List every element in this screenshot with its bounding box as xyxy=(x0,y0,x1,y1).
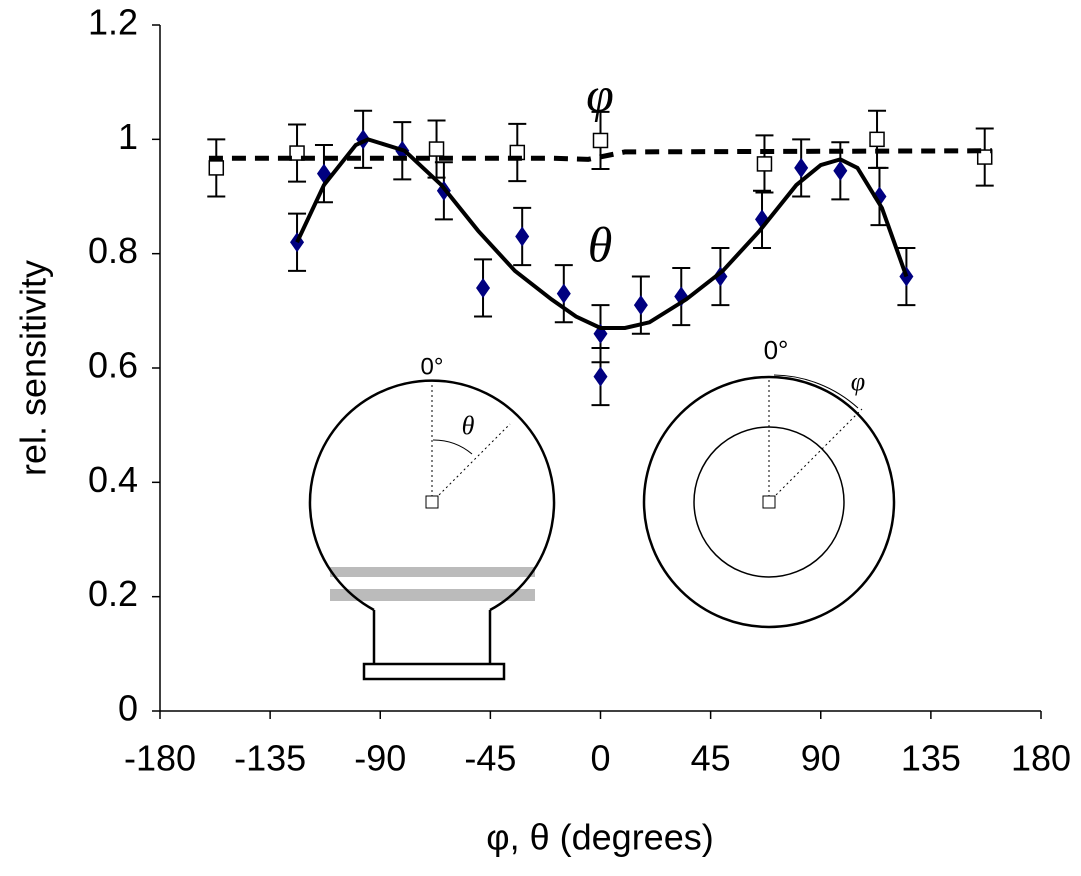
axis-line xyxy=(768,408,863,503)
annotation: 0° xyxy=(421,353,444,380)
x-tick-label: 180 xyxy=(1011,738,1071,779)
data-point xyxy=(869,131,885,148)
data-point xyxy=(593,366,608,387)
x-tick-label: 135 xyxy=(901,738,961,779)
axis-line xyxy=(431,423,511,503)
angle-arc xyxy=(432,439,473,455)
annotation: φ xyxy=(851,367,865,396)
x-tick-label: -180 xyxy=(124,738,196,779)
annotation: φ xyxy=(586,66,614,122)
angle-arc xyxy=(773,374,859,409)
band xyxy=(330,589,535,601)
x-tick-label: 90 xyxy=(801,738,841,779)
y-tick-label: 0.8 xyxy=(88,230,138,271)
x-tick-label: 45 xyxy=(691,738,731,779)
bulb xyxy=(308,379,556,612)
base xyxy=(362,662,506,681)
data-point xyxy=(592,132,609,149)
data-point xyxy=(976,149,993,165)
y-tick-label: 0.4 xyxy=(88,459,138,500)
data-point xyxy=(476,277,491,298)
y-axis-title: rel. sensitivity xyxy=(13,260,54,476)
inset-drawings xyxy=(308,374,896,681)
data-point xyxy=(756,156,773,172)
data-point xyxy=(428,141,445,157)
x-tick-label: -135 xyxy=(234,738,306,779)
data-point xyxy=(515,226,530,247)
data-point xyxy=(833,160,848,181)
data-point xyxy=(289,145,305,161)
annotation: θ xyxy=(462,411,475,440)
detector xyxy=(425,495,439,509)
y-tick-label: 0.2 xyxy=(88,573,138,614)
x-tick-label: -90 xyxy=(354,738,406,779)
x-tick-label: 0 xyxy=(590,738,610,779)
y-tick-label: 0.6 xyxy=(88,345,138,386)
data-point xyxy=(633,295,648,316)
y-tick-label: 1 xyxy=(118,116,138,157)
y-tick-label: 0 xyxy=(118,688,138,729)
data-point xyxy=(208,160,225,176)
band xyxy=(330,567,535,577)
detector xyxy=(762,495,776,509)
data-point xyxy=(794,157,809,178)
x-tick-label: -45 xyxy=(464,738,516,779)
annotation: θ xyxy=(588,216,613,272)
x-axis-title: φ, θ (degrees) xyxy=(486,817,713,858)
annotation: 0° xyxy=(764,335,789,365)
data-point xyxy=(556,283,571,304)
y-tick-label: 1.2 xyxy=(88,2,138,43)
ring-outer xyxy=(642,375,896,629)
fit-curve xyxy=(208,148,993,162)
fit-curve xyxy=(295,137,909,330)
